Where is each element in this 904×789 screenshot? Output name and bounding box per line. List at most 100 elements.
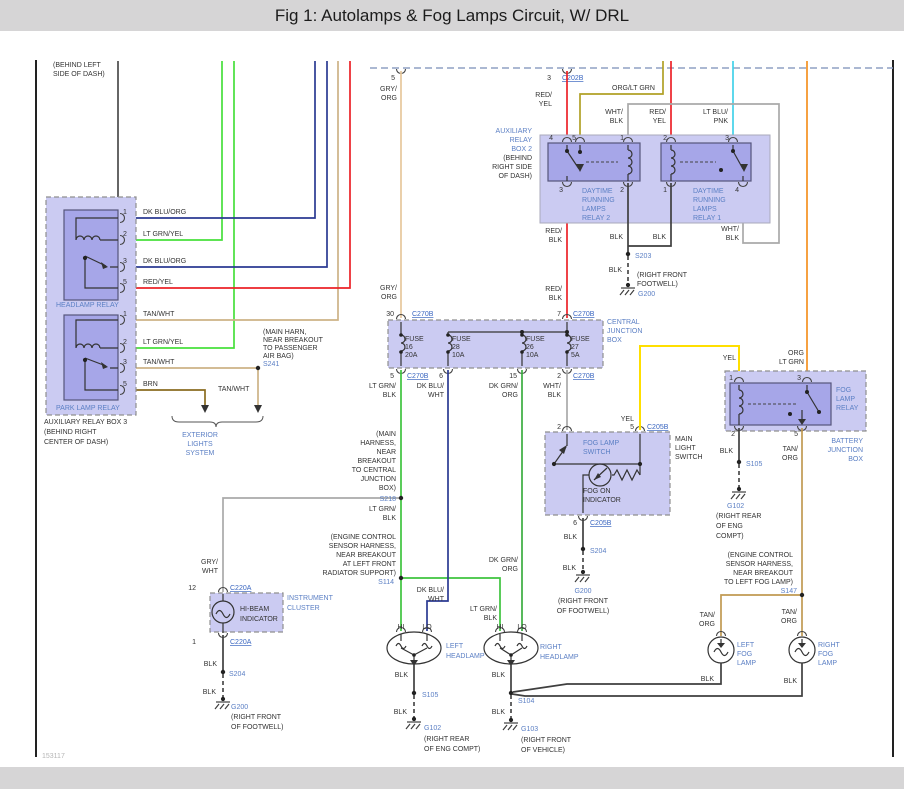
wire-brn bbox=[123, 389, 206, 405]
svg-text:LIGHTS: LIGHTS bbox=[187, 441, 213, 448]
svg-text:1: 1 bbox=[729, 375, 733, 382]
svg-text:ORG: ORG bbox=[788, 350, 804, 357]
wire-blk-right-fog bbox=[511, 663, 803, 697]
splice-s204: S204 bbox=[229, 671, 245, 678]
svg-text:LT GRN/: LT GRN/ bbox=[470, 606, 497, 613]
wire-dk-blu-wht bbox=[426, 370, 449, 631]
svg-text:(RIGHT REAR: (RIGHT REAR bbox=[424, 736, 469, 743]
svg-text:30: 30 bbox=[386, 311, 394, 318]
svg-text:AUXILIARY RELAY BOX 3: AUXILIARY RELAY BOX 3 bbox=[44, 419, 127, 426]
ground-g200: G200 bbox=[638, 291, 655, 298]
svg-text:TAN/: TAN/ bbox=[782, 609, 797, 616]
svg-text:2: 2 bbox=[663, 135, 667, 142]
svg-text:YEL: YEL bbox=[653, 118, 666, 125]
svg-text:LT GRN/: LT GRN/ bbox=[369, 383, 396, 390]
svg-text:5: 5 bbox=[572, 135, 576, 142]
svg-text:GRY/: GRY/ bbox=[380, 285, 397, 292]
wire-red-yel-1 bbox=[123, 61, 351, 289]
svg-text:HI-BEAM: HI-BEAM bbox=[240, 606, 269, 613]
svg-text:3: 3 bbox=[725, 135, 729, 142]
svg-text:(BEHIND: (BEHIND bbox=[503, 155, 532, 162]
svg-text:WHT/: WHT/ bbox=[605, 109, 623, 116]
svg-text:BLK: BLK bbox=[492, 672, 506, 679]
svg-text:LT GRN/YEL: LT GRN/YEL bbox=[143, 339, 183, 346]
left-fog-lamp: LEFT FOG LAMP BLK bbox=[701, 630, 756, 683]
svg-text:GRY/: GRY/ bbox=[201, 559, 218, 566]
svg-text:BLK: BLK bbox=[609, 267, 623, 274]
svg-text:2: 2 bbox=[123, 231, 127, 238]
svg-text:OF DASH): OF DASH) bbox=[499, 173, 532, 180]
svg-text:LT GRN/: LT GRN/ bbox=[369, 506, 396, 513]
svg-text:BOX: BOX bbox=[607, 337, 622, 344]
svg-text:HEADLAMP: HEADLAMP bbox=[540, 654, 579, 661]
wire-lt-grn-yel-1 bbox=[123, 61, 223, 241]
svg-text:TO CENTRAL: TO CENTRAL bbox=[352, 467, 396, 474]
ground-g103: G103 bbox=[521, 726, 538, 733]
svg-text:LAMPS: LAMPS bbox=[693, 206, 717, 213]
svg-text:(ENGINE CONTROL: (ENGINE CONTROL bbox=[728, 552, 793, 559]
svg-text:AUXILIARY: AUXILIARY bbox=[496, 128, 533, 135]
svg-text:TAN/: TAN/ bbox=[700, 612, 715, 619]
svg-text:INDICATOR: INDICATOR bbox=[583, 497, 621, 504]
svg-text:LT BLU/: LT BLU/ bbox=[703, 109, 728, 116]
svg-text:5: 5 bbox=[630, 424, 634, 431]
svg-text:27: 27 bbox=[571, 344, 579, 351]
top-connector-line: 5 3 C202B bbox=[370, 67, 893, 82]
svg-text:SENSOR HARNESS,: SENSOR HARNESS, bbox=[726, 561, 793, 568]
svg-text:RED/YEL: RED/YEL bbox=[143, 279, 173, 286]
svg-text:(BEHIND LEFT: (BEHIND LEFT bbox=[53, 62, 102, 69]
svg-text:1: 1 bbox=[192, 639, 196, 646]
svg-text:CLUSTER: CLUSTER bbox=[287, 605, 320, 612]
svg-text:ORG: ORG bbox=[502, 566, 518, 573]
svg-text:C220A: C220A bbox=[230, 639, 252, 646]
svg-text:2: 2 bbox=[557, 424, 561, 431]
svg-text:SWITCH: SWITCH bbox=[675, 454, 703, 461]
svg-text:BREAKOUT: BREAKOUT bbox=[357, 458, 396, 465]
fog-lamp-switch: 2 5 C205B FOG LAMP SWITCH FOG ON INDICAT… bbox=[544, 424, 703, 615]
wire-blk-left-fog bbox=[512, 663, 722, 693]
svg-text:ORG: ORG bbox=[381, 95, 397, 102]
svg-text:BLK: BLK bbox=[203, 689, 217, 696]
svg-text:2: 2 bbox=[123, 339, 127, 346]
svg-text:(RIGHT FRONT: (RIGHT FRONT bbox=[637, 272, 688, 279]
svg-text:OF FOOTWELL): OF FOOTWELL) bbox=[231, 724, 284, 731]
svg-text:ORG: ORG bbox=[699, 621, 715, 628]
svg-text:JUNCTION: JUNCTION bbox=[828, 447, 863, 454]
svg-text:DK GRN/: DK GRN/ bbox=[489, 383, 518, 390]
svg-text:RELAY: RELAY bbox=[510, 137, 533, 144]
doc-id: 153117 bbox=[42, 753, 65, 760]
svg-text:16: 16 bbox=[405, 344, 413, 351]
svg-text:BOX): BOX) bbox=[379, 485, 396, 492]
svg-text:2: 2 bbox=[731, 431, 735, 438]
diagram-frame: 153117 bbox=[35, 60, 894, 760]
right-headlamp: HI LO RIGHT HEADLAMP BLK S104 BLK G103 (… bbox=[483, 624, 579, 754]
svg-text:RED/: RED/ bbox=[649, 109, 666, 116]
svg-text:LO: LO bbox=[422, 624, 432, 631]
top-feed-wires bbox=[400, 61, 808, 383]
svg-text:BOX 2: BOX 2 bbox=[511, 146, 532, 153]
svg-text:TAN/: TAN/ bbox=[783, 446, 798, 453]
svg-text:FOG ON: FOG ON bbox=[583, 488, 611, 495]
svg-text:(MAIN: (MAIN bbox=[376, 431, 396, 438]
wire-lt-grn-yel-2 bbox=[123, 61, 235, 349]
park-lamp-relay-label: PARK LAMP RELAY bbox=[56, 405, 120, 412]
svg-text:AIR BAG): AIR BAG) bbox=[263, 353, 294, 360]
svg-text:INSTRUMENT: INSTRUMENT bbox=[287, 595, 334, 602]
svg-text:(BEHIND RIGHT: (BEHIND RIGHT bbox=[44, 429, 97, 436]
svg-text:LIGHT: LIGHT bbox=[675, 445, 696, 452]
right-fog-lamp: RIGHT FOG LAMP BLK bbox=[784, 630, 841, 685]
svg-text:NEAR BREAKOUT: NEAR BREAKOUT bbox=[336, 552, 397, 559]
svg-text:6: 6 bbox=[573, 520, 577, 527]
svg-text:15: 15 bbox=[509, 373, 517, 380]
svg-text:26: 26 bbox=[526, 344, 534, 351]
svg-text:NEAR BREAKOUT: NEAR BREAKOUT bbox=[263, 337, 324, 344]
svg-text:BLK: BLK bbox=[383, 515, 397, 522]
svg-text:ORG: ORG bbox=[381, 294, 397, 301]
svg-text:LT GRN: LT GRN bbox=[779, 359, 804, 366]
wire-tan-org-branch bbox=[720, 594, 802, 636]
svg-text:HEADLAMP: HEADLAMP bbox=[446, 653, 485, 660]
wire-tan-wht-1 bbox=[123, 61, 339, 321]
svg-text:1: 1 bbox=[123, 209, 127, 216]
svg-text:RELAY: RELAY bbox=[836, 405, 859, 412]
